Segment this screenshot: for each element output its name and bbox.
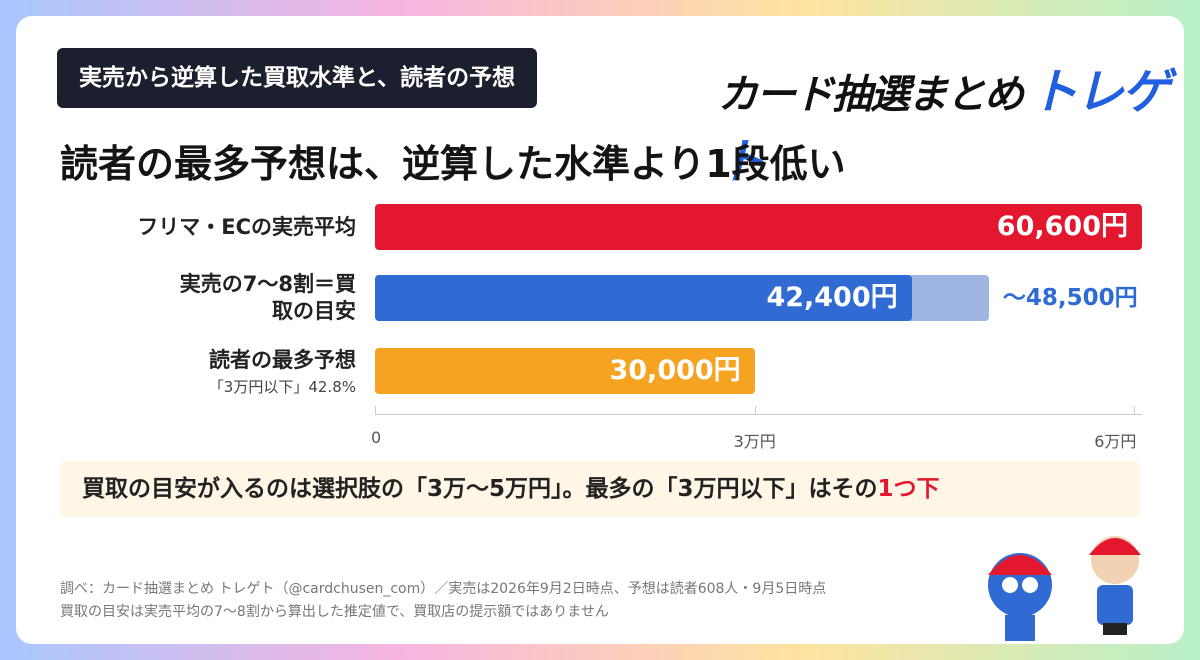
bar	[375, 348, 755, 394]
range-label: 〜48,500円	[1002, 285, 1138, 311]
callout-emphasis: 1つ下	[877, 476, 940, 502]
mascots	[988, 536, 1141, 641]
tick-mark	[754, 406, 756, 415]
value-label: 60,600円	[996, 211, 1128, 242]
x-tick-label: 0	[371, 428, 382, 447]
bar	[375, 204, 1142, 250]
value-label: 30,000円	[609, 355, 741, 386]
footnote: 買取の目安は実売平均の7〜8割から算出した推定値で、買取店の提示額ではありません	[60, 604, 609, 620]
category-label: 実売の7〜8割＝買取の目安	[179, 272, 356, 323]
logo: カード抽選まとめ トレゲト	[718, 52, 1200, 192]
footnote: 調べ：カード抽選まとめ トレゲト（@cardchusen_com）／実売は202…	[60, 581, 827, 597]
x-tick-label: 6万円	[1094, 432, 1137, 451]
bar	[375, 275, 912, 321]
brand: トレゲト	[718, 64, 1170, 190]
category-note: 「3万円以下」42.8%	[208, 378, 356, 396]
chart-title: 読者の最多予想は、逆算した水準より1段低い	[60, 142, 846, 186]
callout: 買取の目安が入るのは選択肢の「3万〜5万円」。最多の「3万円以下」はその1つ下	[60, 461, 1140, 517]
axis-line	[375, 414, 1142, 415]
category-label: 読者の最多予想 「3万円以下」42.8%	[36, 347, 356, 401]
tick-mark	[1134, 406, 1136, 415]
logo-text: カード抽選まとめ	[718, 72, 1024, 118]
callout-text: 買取の目安が入るのは選択肢の「3万〜5万円」。最多の「3万円以下」はその	[82, 476, 878, 502]
header-tag: 実売から逆算した買取水準と、読者の予想	[57, 48, 538, 108]
tick-mark	[375, 406, 376, 415]
card	[16, 16, 1184, 644]
x-tick-label: 3万円	[733, 432, 776, 451]
category-label: フリマ・ECの実売平均	[137, 214, 356, 239]
value-label: 42,400円	[766, 282, 898, 313]
